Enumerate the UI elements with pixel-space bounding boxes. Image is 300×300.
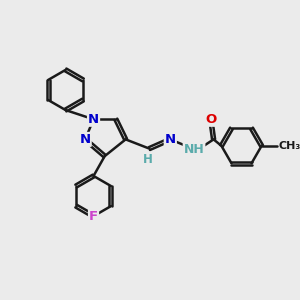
Text: N: N — [80, 133, 91, 146]
Text: H: H — [143, 153, 153, 166]
Text: O: O — [205, 113, 216, 126]
Text: NH: NH — [184, 143, 204, 156]
Text: N: N — [88, 113, 99, 126]
Text: CH₃: CH₃ — [278, 141, 300, 151]
Text: F: F — [89, 210, 98, 223]
Text: N: N — [165, 133, 176, 146]
